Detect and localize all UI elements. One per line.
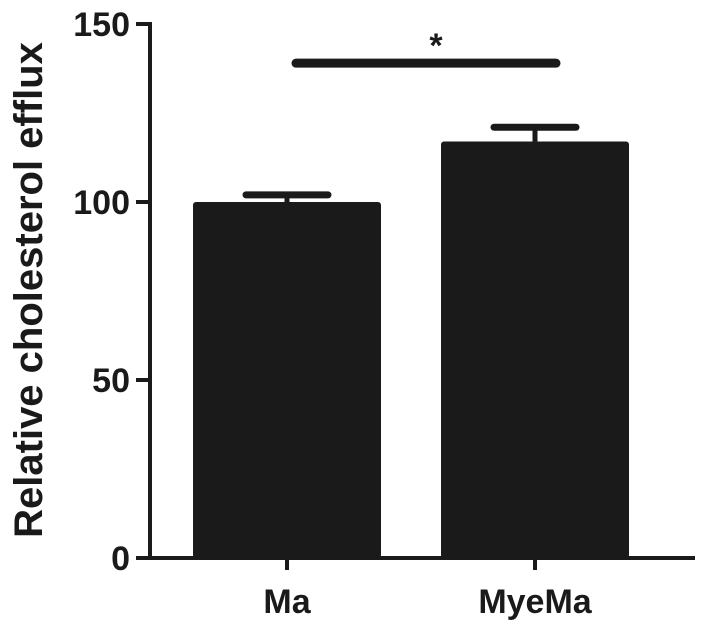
x-ticks: Ma MyeMa [263,558,593,621]
y-axis-title: Relative cholesterol efflux [7,42,51,538]
significance-label: * [429,27,443,65]
y-tick-label: 150 [73,6,130,44]
y-tick-label: 100 [73,184,130,222]
bars [193,123,629,559]
y-tick-label: 0 [111,540,130,578]
y-tick-label: 50 [92,362,130,400]
x-tick-label: Ma [263,583,311,621]
significance-annotation: * [291,27,561,68]
y-ticks: 0 50 100 150 [73,6,150,578]
bar-myema [441,141,629,559]
x-tick-label: MyeMa [478,583,592,621]
bar-ma [193,202,381,558]
